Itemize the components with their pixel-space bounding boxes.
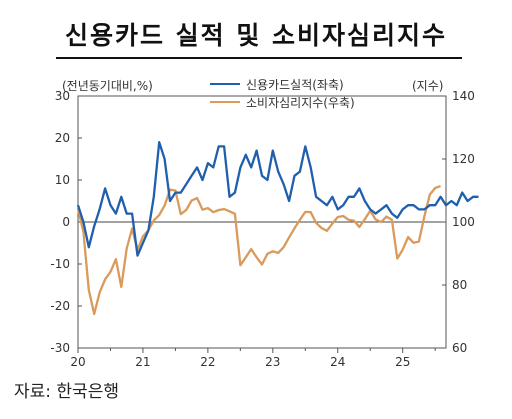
x-tick-label: 23 (265, 355, 280, 369)
x-tick-label: 22 (200, 355, 215, 369)
right-tick-label: 140 (452, 89, 475, 103)
legend: 신용카드실적(좌축) 소비자심리지수(우축) (210, 75, 355, 111)
left-tick-label: -10 (50, 257, 70, 271)
right-tick-label: 80 (452, 278, 467, 292)
x-tick-label: 24 (330, 355, 345, 369)
chart-title: 신용카드 실적 및 소비자심리지수 (64, 21, 448, 50)
title-underline (56, 57, 462, 59)
right-tick-label: 100 (452, 215, 475, 229)
legend-label-card: 신용카드실적(좌축) (246, 77, 344, 92)
left-tick-label: -30 (50, 341, 70, 355)
left-tick-label: 0 (62, 215, 70, 229)
x-tick-label: 25 (395, 355, 410, 369)
legend-swatch-csi (210, 101, 240, 103)
legend-swatch-card (210, 83, 240, 85)
series-line-csi (76, 185, 441, 316)
source-note: 자료: 한국은행 (14, 382, 119, 402)
legend-item-csi: 소비자심리지수(우축) (210, 93, 355, 111)
series-line-card (76, 141, 479, 257)
x-tick-label: 20 (70, 355, 85, 369)
legend-label-csi: 소비자심리지수(우축) (246, 95, 355, 110)
right-axis-unit: (지수) (412, 79, 444, 93)
right-tick-label: 120 (452, 152, 475, 166)
legend-item-card: 신용카드실적(좌축) (210, 75, 355, 93)
left-axis-unit: (전년동기대비,%) (62, 79, 153, 93)
left-tick-label: 30 (55, 89, 70, 103)
right-tick-label: 60 (452, 341, 467, 355)
left-tick-label: 20 (55, 131, 70, 145)
left-tick-label: -20 (50, 299, 70, 313)
x-tick-label: 21 (135, 355, 150, 369)
left-tick-label: 10 (55, 173, 70, 187)
